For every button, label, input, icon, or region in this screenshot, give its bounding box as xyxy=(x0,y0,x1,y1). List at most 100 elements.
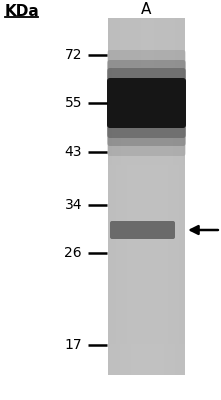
Bar xyxy=(108,125,185,130)
Bar xyxy=(108,85,185,89)
Bar xyxy=(108,179,185,183)
Bar xyxy=(108,281,185,286)
Bar xyxy=(108,107,185,112)
Bar xyxy=(108,89,185,94)
Bar xyxy=(168,18,170,375)
Bar xyxy=(108,344,185,348)
Bar xyxy=(108,27,185,31)
Bar xyxy=(108,112,185,116)
Bar xyxy=(137,18,139,375)
Bar xyxy=(108,308,185,312)
FancyBboxPatch shape xyxy=(107,50,186,156)
Bar xyxy=(108,246,185,250)
Bar xyxy=(173,18,175,375)
Bar xyxy=(139,18,141,375)
Bar xyxy=(108,228,185,232)
Bar xyxy=(143,18,145,375)
Bar xyxy=(127,18,129,375)
Bar xyxy=(108,63,185,67)
Bar xyxy=(108,206,185,210)
Bar xyxy=(108,161,185,165)
Bar xyxy=(108,134,185,138)
Bar xyxy=(108,148,185,152)
Bar xyxy=(171,18,173,375)
Bar xyxy=(108,116,185,121)
Bar xyxy=(133,18,135,375)
Bar xyxy=(162,18,164,375)
Bar xyxy=(108,76,185,80)
Bar xyxy=(108,201,185,206)
Bar xyxy=(112,18,114,375)
Bar xyxy=(116,18,118,375)
FancyBboxPatch shape xyxy=(107,68,186,138)
Bar xyxy=(108,290,185,295)
Bar xyxy=(108,357,185,362)
Bar xyxy=(108,317,185,322)
Bar xyxy=(108,272,185,277)
Bar xyxy=(108,18,185,22)
Bar xyxy=(108,121,185,125)
Bar xyxy=(177,18,179,375)
Bar xyxy=(181,18,183,375)
Bar xyxy=(108,31,185,36)
Bar xyxy=(149,18,150,375)
Bar xyxy=(108,22,185,27)
Text: 55: 55 xyxy=(65,96,82,110)
Bar xyxy=(170,18,171,375)
Text: KDa: KDa xyxy=(5,4,40,20)
Text: 72: 72 xyxy=(65,48,82,62)
Bar xyxy=(108,277,185,281)
Bar xyxy=(108,58,185,63)
Bar xyxy=(108,370,185,375)
Bar xyxy=(108,299,185,304)
Bar xyxy=(131,18,133,375)
Bar xyxy=(108,237,185,241)
Bar xyxy=(135,18,137,375)
Bar xyxy=(175,18,177,375)
Bar xyxy=(108,196,185,201)
Bar xyxy=(108,210,185,214)
FancyBboxPatch shape xyxy=(107,60,186,146)
Bar xyxy=(108,353,185,357)
Bar xyxy=(108,174,185,179)
Bar xyxy=(108,326,185,330)
Bar xyxy=(179,18,181,375)
Bar xyxy=(118,18,120,375)
Bar xyxy=(108,286,185,290)
Bar xyxy=(108,45,185,49)
Bar xyxy=(108,72,185,76)
Bar xyxy=(108,98,185,103)
Bar xyxy=(108,165,185,170)
Bar xyxy=(108,264,185,268)
Bar xyxy=(108,138,185,143)
Bar xyxy=(108,259,185,264)
Bar xyxy=(108,170,185,174)
Bar xyxy=(125,18,127,375)
Bar xyxy=(183,18,185,375)
Bar xyxy=(108,54,185,58)
Bar xyxy=(122,18,123,375)
Bar xyxy=(108,362,185,366)
Bar xyxy=(123,18,125,375)
Bar xyxy=(108,322,185,326)
Bar xyxy=(150,18,152,375)
Text: A: A xyxy=(141,2,152,18)
FancyBboxPatch shape xyxy=(107,78,186,128)
Bar xyxy=(108,335,185,339)
Bar xyxy=(156,18,158,375)
Bar xyxy=(108,241,185,246)
Bar xyxy=(152,18,154,375)
Bar xyxy=(108,214,185,219)
Bar xyxy=(108,312,185,317)
FancyBboxPatch shape xyxy=(110,221,175,239)
Bar xyxy=(141,18,143,375)
Bar xyxy=(108,36,185,40)
Bar xyxy=(108,232,185,237)
Bar xyxy=(108,143,185,148)
Bar xyxy=(158,18,160,375)
Bar xyxy=(108,348,185,353)
Bar xyxy=(108,130,185,134)
Bar xyxy=(108,192,185,196)
Text: 17: 17 xyxy=(64,338,82,352)
Bar xyxy=(108,183,185,188)
